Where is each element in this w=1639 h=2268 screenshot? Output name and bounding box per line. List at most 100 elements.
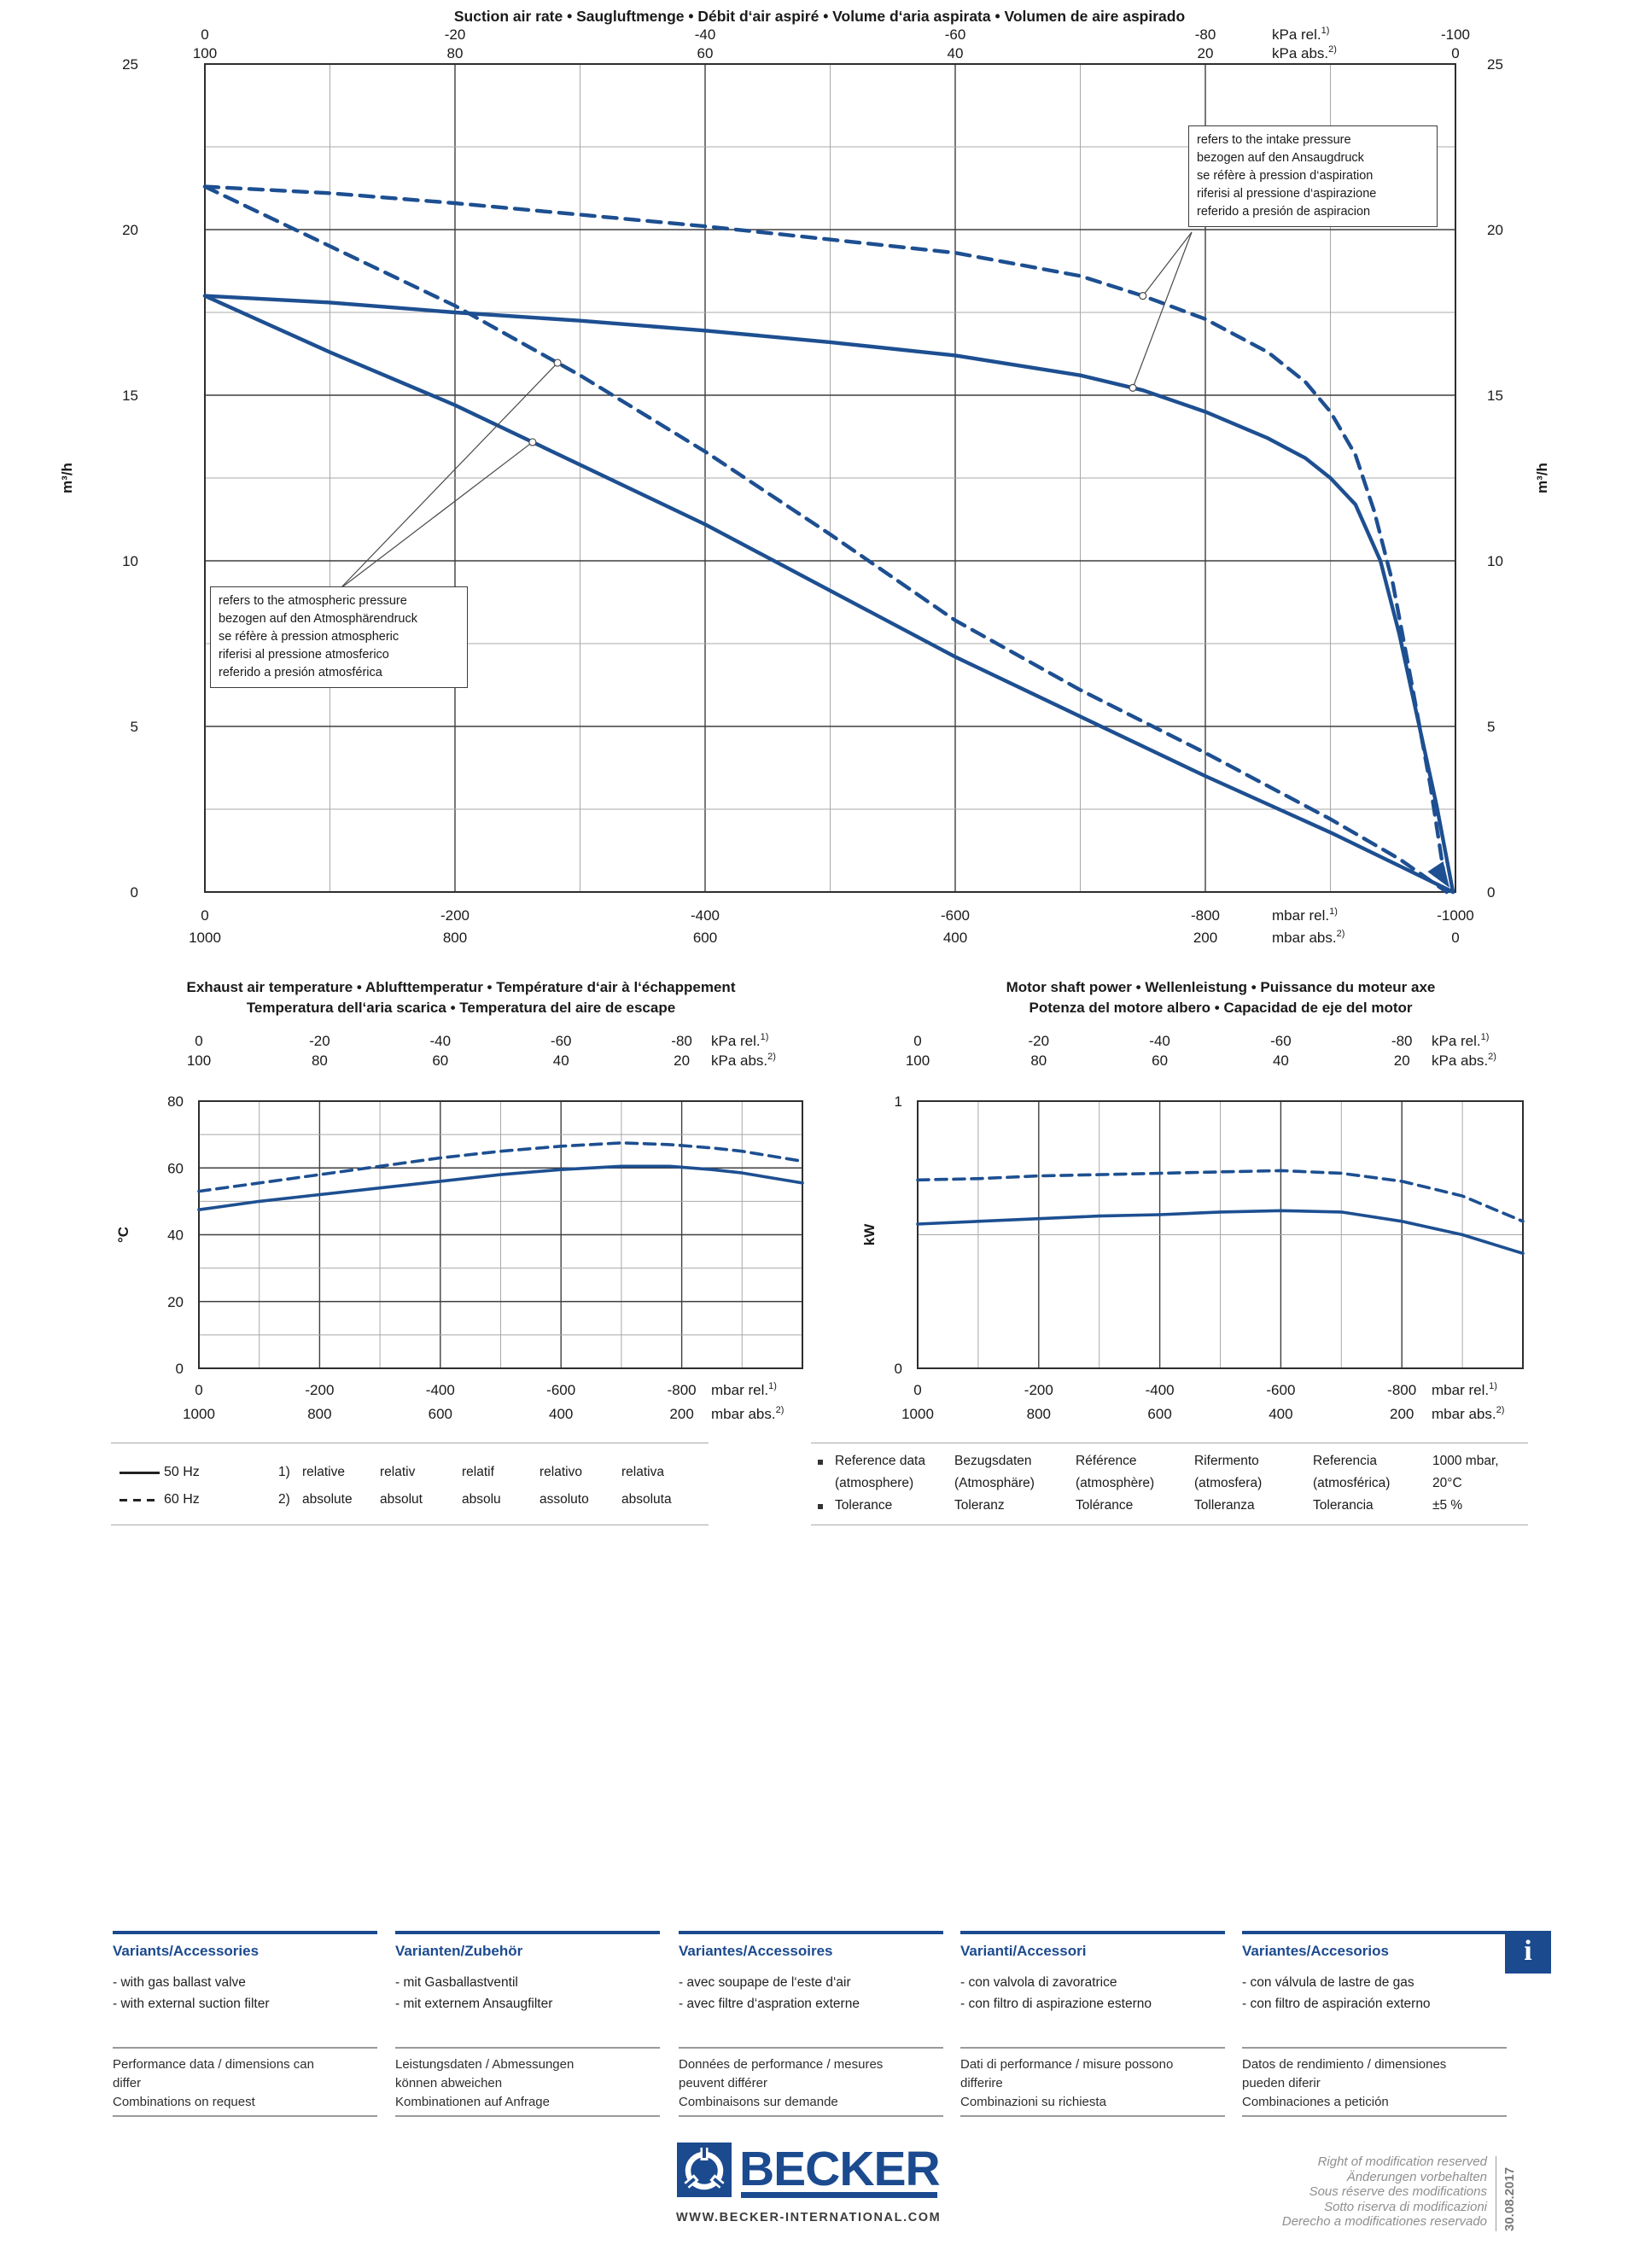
axis-unit-label: kPa abs.2) — [1272, 44, 1337, 61]
axis-tick-label: 200 — [669, 1406, 693, 1422]
axis-tick-label: 1000 — [189, 930, 221, 946]
y-tick-label: 10 — [1487, 553, 1503, 569]
legend-word: absolut — [380, 1492, 423, 1507]
y-tick-label: 15 — [1487, 388, 1503, 404]
y-axis-label: kW — [861, 1223, 878, 1245]
plot-border — [917, 1100, 1524, 1369]
curve-60hz-1 — [916, 1169, 1525, 1223]
axis-tick-label: 0 — [913, 1382, 921, 1398]
y-tick-label: 0 — [895, 1361, 902, 1377]
performance-rule-bottom — [679, 2115, 943, 2117]
performance-rule-top — [1242, 2047, 1507, 2049]
reference-value: 1000 mbar, — [1432, 1454, 1499, 1468]
axis-tick-label: -20 — [309, 1033, 330, 1049]
axis-tick-label: 400 — [943, 930, 967, 946]
website-link[interactable]: WWW.BECKER-INTERNATIONAL.COM — [676, 2211, 942, 2224]
axis-tick-label: 0 — [201, 26, 208, 43]
axis-tick-label: -200 — [305, 1382, 334, 1398]
reference-value: 20°C — [1432, 1476, 1462, 1490]
annotation-leader-line — [1132, 231, 1193, 388]
legend-60hz-line-sample — [120, 1499, 160, 1501]
variants-header-rule — [113, 1931, 377, 1934]
revision-date: 30.08.2017 — [1502, 2166, 1517, 2231]
reference-data-sublabel: (atmosfera) — [1194, 1476, 1263, 1490]
axis-tick-label: 20 — [1394, 1052, 1410, 1069]
atmospheric-pressure-annotation: refers to the atmospheric pressure bezog… — [210, 586, 468, 688]
axis-unit-label: mbar abs.2) — [711, 1405, 784, 1422]
y-axis-label: °C — [115, 1227, 131, 1243]
performance-note: Performance data / dimensions can differ… — [113, 2057, 314, 2109]
performance-rule-top — [395, 2047, 660, 2049]
axis-tick-label: 400 — [549, 1406, 573, 1422]
axis-unit-label: kPa abs.2) — [711, 1052, 776, 1069]
curve-end-arrow-icon — [1427, 861, 1449, 888]
axis-tick-label: 0 — [1451, 930, 1459, 946]
axis-tick-label: -800 — [1191, 907, 1220, 924]
legend-50hz-line-sample — [120, 1472, 160, 1474]
axis-tick-label: 60 — [697, 45, 714, 61]
y-tick-label: 0 — [1487, 884, 1495, 901]
axis-unit-label: kPa rel.1) — [711, 1032, 768, 1049]
y-tick-label: 25 — [1487, 56, 1503, 73]
y-tick-label: 0 — [131, 884, 138, 901]
reference-data-label: Bezugsdaten — [954, 1454, 1032, 1468]
axis-tick-label: 1000 — [183, 1406, 215, 1422]
variants-item-list: - with gas ballast valve - with external… — [113, 1975, 270, 2011]
tolerance-label: Toleranz — [954, 1498, 1005, 1513]
variants-header-rule — [679, 1931, 943, 1934]
axis-tick-label: -100 — [1441, 26, 1470, 43]
curve-60hz-3 — [202, 184, 1449, 895]
legend-word: relatif — [462, 1465, 494, 1479]
axis-unit-label: kPa rel.1) — [1432, 1032, 1489, 1049]
axis-tick-label: -80 — [1195, 26, 1216, 43]
y-tick-label: 15 — [122, 388, 138, 404]
axis-tick-label: -40 — [430, 1033, 452, 1049]
legend-word: absolu — [462, 1492, 501, 1507]
axis-tick-label: -600 — [941, 907, 970, 924]
info-icon[interactable]: i — [1505, 1931, 1551, 1974]
axis-tick-label: 200 — [1390, 1406, 1414, 1422]
curve-60hz-1 — [197, 1141, 804, 1193]
axis-tick-label: 0 — [1451, 45, 1459, 61]
curve-50hz-0 — [197, 1164, 804, 1211]
y-tick-label: 10 — [122, 553, 138, 569]
variants-header-rule — [960, 1931, 1225, 1934]
plot-border — [198, 1100, 803, 1369]
axis-tick-label: -400 — [691, 907, 720, 924]
variants-column-header: Variants/Accessories — [113, 1943, 260, 1959]
performance-rule-top — [960, 2047, 1225, 2049]
reference-data-label: Referencia — [1313, 1454, 1377, 1468]
axis-tick-label: 0 — [913, 1033, 921, 1049]
annotation-marker-icon — [1139, 292, 1147, 300]
axis-tick-label: 600 — [693, 930, 717, 946]
axis-unit-label: mbar rel.1) — [1272, 907, 1338, 924]
tolerance-label: Tolerance — [835, 1498, 893, 1513]
tolerance-label: Tolleranza — [1194, 1498, 1255, 1513]
axis-tick-label: -800 — [1387, 1382, 1416, 1398]
axis-tick-label: 0 — [195, 1382, 202, 1398]
axis-tick-label: -20 — [1029, 1033, 1050, 1049]
reference-data-label: Reference data — [835, 1454, 925, 1468]
axis-tick-label: 60 — [432, 1052, 448, 1069]
y-tick-label: 20 — [1487, 222, 1503, 238]
axis-tick-label: 400 — [1269, 1406, 1292, 1422]
y-tick-label: 40 — [167, 1227, 184, 1244]
legend-word: relativa — [621, 1465, 664, 1479]
variants-header-rule — [1242, 1931, 1508, 1934]
axis-tick-label: -600 — [1266, 1382, 1295, 1398]
reference-data-label: Rifermento — [1194, 1454, 1259, 1468]
performance-rule-top — [113, 2047, 377, 2049]
reference-data-sublabel: (Atmosphäre) — [954, 1476, 1035, 1490]
axis-tick-label: -400 — [426, 1382, 455, 1398]
axis-tick-label: 800 — [443, 930, 467, 946]
curve-50hz-0 — [916, 1209, 1525, 1256]
tolerance-bullet-icon — [818, 1504, 823, 1509]
variants-item-list: - avec soupape de l‘este d‘air - avec fi… — [679, 1975, 860, 2011]
variants-item-list: - con valvola di zavoratrice - con filtr… — [960, 1975, 1152, 2011]
y-tick-label: 80 — [167, 1093, 184, 1110]
y-axis-label: m³/h — [1534, 463, 1550, 493]
small-charts: 0 -20 -40 -60 -80 kPa rel.1)100 80 60 40 20 kPa ab… — [115, 1032, 1525, 1422]
y-tick-label: 20 — [167, 1294, 184, 1310]
performance-note: Dati di performance / misure possono dif… — [960, 2057, 1174, 2109]
